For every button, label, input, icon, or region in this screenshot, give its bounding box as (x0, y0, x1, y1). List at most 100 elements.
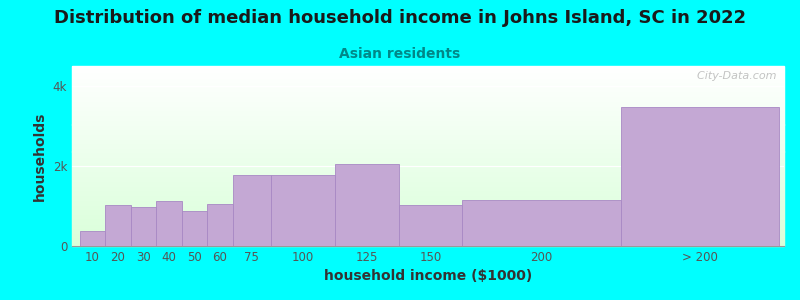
Bar (72, 118, 784, 119)
Bar (72, 195, 784, 196)
Bar (72, 66, 784, 67)
Bar (72, 144, 784, 145)
Bar (72, 120, 784, 121)
Bar (72, 143, 784, 144)
Bar (72, 72, 784, 73)
Bar (72, 169, 784, 170)
Bar (72, 183, 784, 184)
Bar (72, 216, 784, 217)
Bar (72, 208, 784, 209)
Bar (398, 205, 462, 246)
Bar (72, 103, 784, 104)
Bar (72, 220, 784, 221)
Bar (72, 222, 784, 223)
Bar (72, 167, 784, 168)
Bar (72, 154, 784, 155)
Bar (72, 91, 784, 92)
Bar (72, 106, 784, 107)
Bar (72, 73, 784, 74)
Bar (72, 146, 784, 147)
Bar (72, 151, 784, 152)
Bar (72, 174, 784, 175)
Bar (72, 114, 784, 115)
Bar (72, 199, 784, 200)
Bar (72, 227, 784, 228)
Bar (72, 223, 784, 224)
Bar (72, 100, 784, 101)
Bar (72, 170, 784, 171)
Bar (72, 175, 784, 176)
Bar (72, 193, 784, 194)
Bar (72, 90, 784, 91)
Bar (72, 231, 784, 232)
Bar (462, 200, 621, 246)
Bar (72, 94, 784, 95)
Bar (72, 162, 784, 163)
Bar (72, 126, 784, 127)
Y-axis label: households: households (34, 111, 47, 201)
Bar (72, 88, 784, 89)
Bar (72, 153, 784, 154)
Bar (72, 147, 784, 148)
Bar (207, 204, 233, 246)
Bar (72, 198, 784, 199)
Text: City-Data.com: City-Data.com (690, 71, 777, 81)
Bar (72, 184, 784, 185)
Bar (72, 159, 784, 160)
Bar (72, 129, 784, 130)
Bar (72, 180, 784, 181)
Bar (72, 128, 784, 129)
Bar (72, 169, 784, 170)
Bar (72, 67, 784, 68)
Bar (72, 97, 784, 98)
Bar (72, 172, 784, 173)
Bar (72, 105, 784, 106)
Bar (72, 190, 784, 191)
Bar (72, 176, 784, 177)
Bar (72, 191, 784, 192)
Bar (72, 186, 784, 187)
Bar (72, 196, 784, 197)
Bar (72, 101, 784, 102)
Bar (72, 228, 784, 229)
Bar (72, 234, 784, 235)
Bar (72, 221, 784, 222)
Bar (72, 211, 784, 212)
Bar (72, 113, 784, 114)
Bar (72, 213, 784, 214)
Bar (72, 75, 784, 76)
Bar (72, 203, 784, 204)
Bar (72, 214, 784, 215)
Bar (72, 226, 784, 227)
Bar (72, 188, 784, 189)
Bar (72, 137, 784, 138)
Bar (72, 160, 784, 161)
Bar (72, 201, 784, 202)
Bar (72, 76, 784, 77)
Bar (72, 236, 784, 237)
Bar (72, 215, 784, 216)
Bar (72, 112, 784, 113)
Bar (72, 233, 784, 234)
Bar (72, 173, 784, 174)
Bar (72, 135, 784, 136)
Bar (72, 243, 784, 244)
Bar (72, 229, 784, 230)
Bar (72, 79, 784, 80)
Bar (72, 232, 784, 233)
Bar (72, 141, 784, 142)
Text: Distribution of median household income in Johns Island, SC in 2022: Distribution of median household income … (54, 9, 746, 27)
Bar (72, 77, 784, 78)
Bar (182, 211, 207, 246)
Bar (72, 138, 784, 139)
Bar (72, 207, 784, 208)
Bar (72, 85, 784, 86)
Bar (72, 115, 784, 116)
Bar (72, 237, 784, 238)
Bar (72, 157, 784, 158)
Text: Asian residents: Asian residents (339, 46, 461, 61)
Bar (72, 92, 784, 93)
Bar (72, 108, 784, 109)
Bar (72, 87, 784, 88)
Bar (72, 133, 784, 134)
